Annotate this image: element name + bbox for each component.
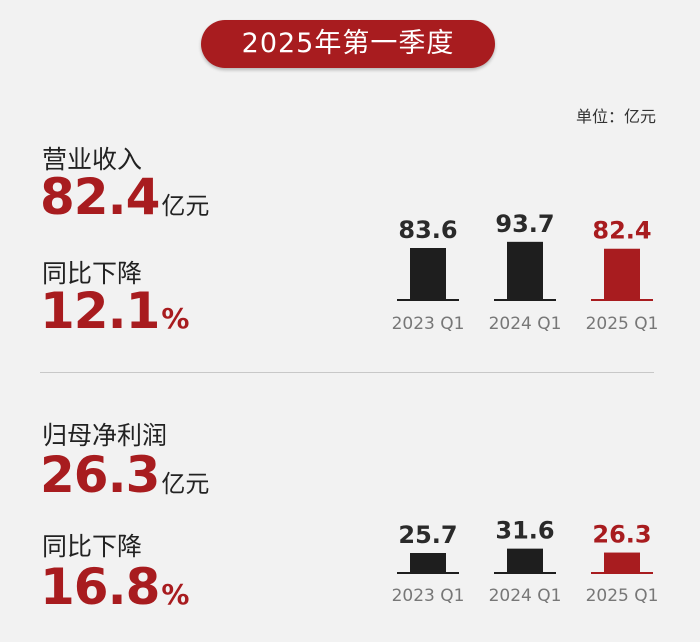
revenue-label: 营业收入 [42,145,143,174]
bar-2025-q1 [604,552,640,572]
bar-value-label: 82.4 [592,217,651,245]
net-profit-yoy-number: 16.8 [40,558,160,616]
bar-baseline [397,572,459,574]
net-profit-yoy-value: 16.8% [40,562,189,612]
net-profit-value-unit: 亿元 [161,470,210,498]
bar-2024-q1 [507,241,543,299]
bar-baseline [494,299,556,301]
revenue-yoy-label: 同比下降 [42,259,143,288]
net-profit-value: 26.3亿元 [40,450,209,500]
bar-2025-q1 [604,248,640,299]
bar-value-label: 31.6 [495,517,554,545]
bar-value-label: 93.7 [495,210,554,238]
revenue-yoy-value: 12.1% [40,286,189,336]
revenue-yoy-number: 12.1 [40,282,160,340]
net-profit-value-number: 26.3 [40,446,160,504]
x-tick-label: 2024 Q1 [489,586,562,606]
revenue-bar-chart: 83.6 2023 Q1 93.7 2024 Q1 82.4 2025 Q1 [392,210,659,334]
bar-value-label: 83.6 [398,216,457,244]
bar-2023-q1 [410,248,446,299]
bar-value-label: 26.3 [592,521,651,549]
bar-2024-q1 [507,548,543,572]
bar-baseline [397,299,459,301]
net-profit-label: 归母净利润 [42,421,168,450]
x-tick-label: 2025 Q1 [586,586,659,606]
x-tick-label: 2025 Q1 [586,314,659,334]
revenue-value-unit: 亿元 [161,192,210,220]
net-profit-bar-chart: 25.7 2023 Q1 31.6 2024 Q1 26.3 2025 Q1 [392,517,659,606]
bar-value-label: 25.7 [398,521,457,549]
bar-baseline [494,572,556,574]
x-tick-label: 2023 Q1 [392,314,465,334]
section-title: 2025年第一季度 [201,20,495,68]
bar-baseline [591,572,653,574]
net-profit-yoy-unit: % [161,578,190,611]
revenue-value: 82.4亿元 [40,172,209,222]
section-divider [40,372,654,373]
bar-2023-q1 [410,553,446,572]
x-tick-label: 2024 Q1 [489,314,562,334]
revenue-value-number: 82.4 [40,168,160,226]
net-profit-yoy-label: 同比下降 [42,532,143,561]
revenue-yoy-unit: % [161,302,190,335]
x-tick-label: 2023 Q1 [392,586,465,606]
unit-note: 单位：亿元 [575,107,656,126]
bar-baseline [591,299,653,301]
